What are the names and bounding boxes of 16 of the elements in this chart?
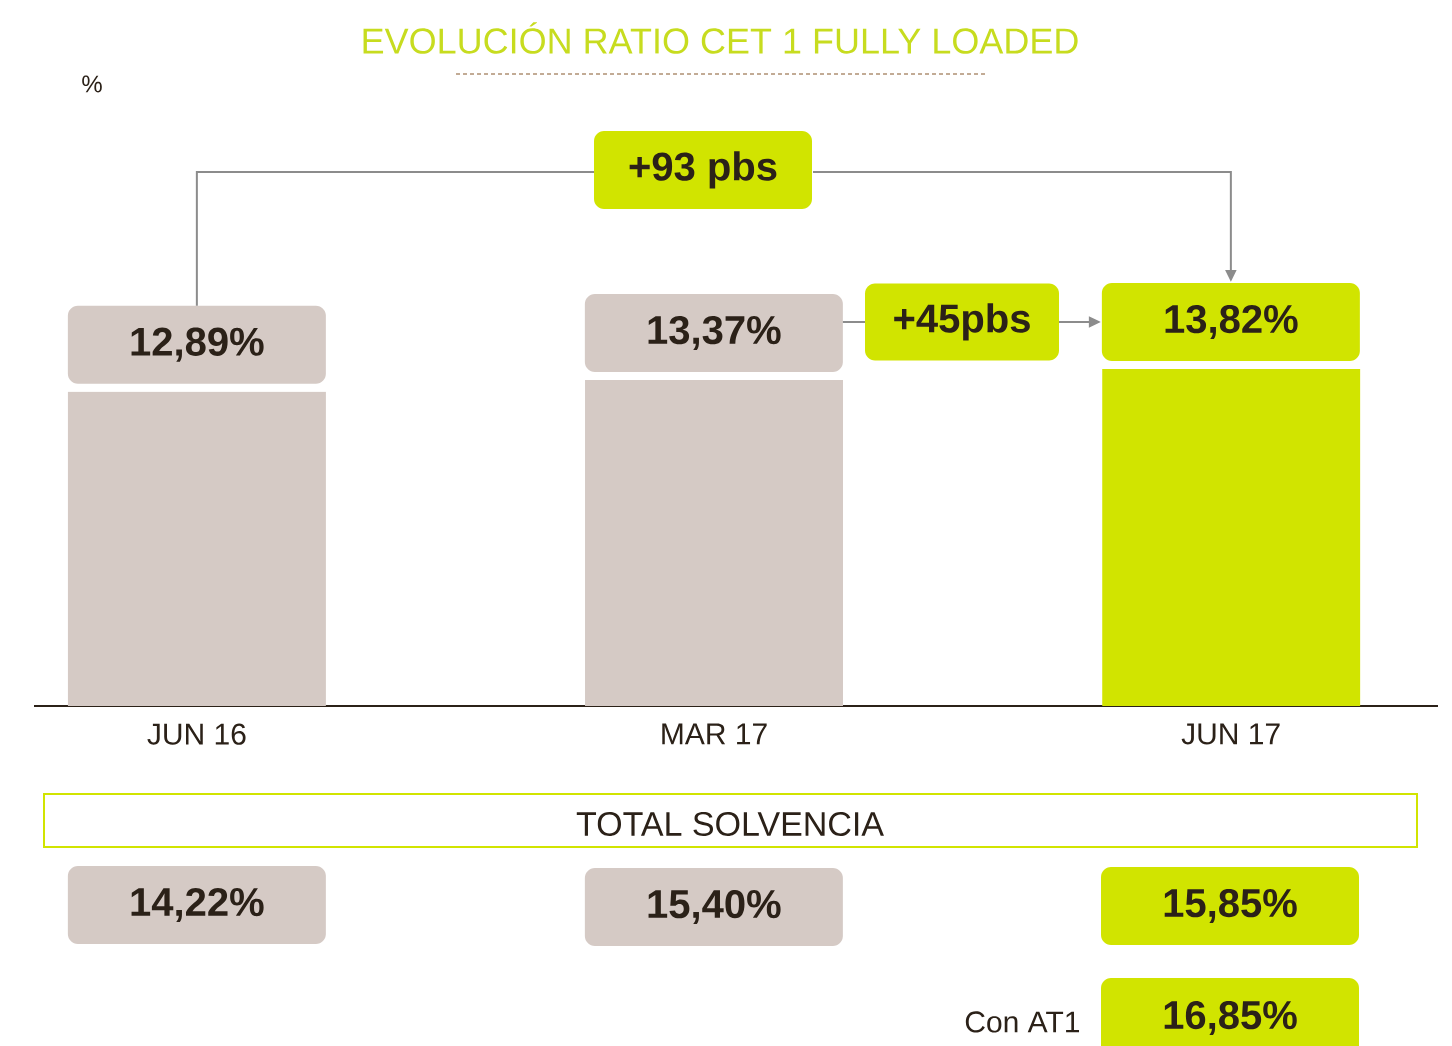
text: 14,22% (131, 887, 264, 923)
text: +45pbs (894, 303, 1030, 341)
x-tick-label: JUN 17 (1181, 723, 1280, 745)
text: +93 pbs (629, 151, 777, 189)
text: 16,85% (1164, 1000, 1297, 1036)
data-label: 13,37% (648, 315, 781, 351)
text: Con AT1 (965, 1011, 1080, 1033)
text: TOTAL SOLVENCIA (576, 811, 884, 837)
chart-title: EVOLUCIÓN RATIO CET 1 FULLY LOADED (363, 22, 1078, 54)
text: % (82, 75, 102, 93)
text: 15,85% (1164, 888, 1297, 924)
data-label: 13,82% (1165, 304, 1298, 340)
x-tick-label: JUN 16 (147, 723, 246, 745)
x-tick-label: MAR 17 (662, 723, 767, 745)
data-label: 12,89% (131, 327, 264, 362)
text: 15,40% (648, 889, 781, 925)
